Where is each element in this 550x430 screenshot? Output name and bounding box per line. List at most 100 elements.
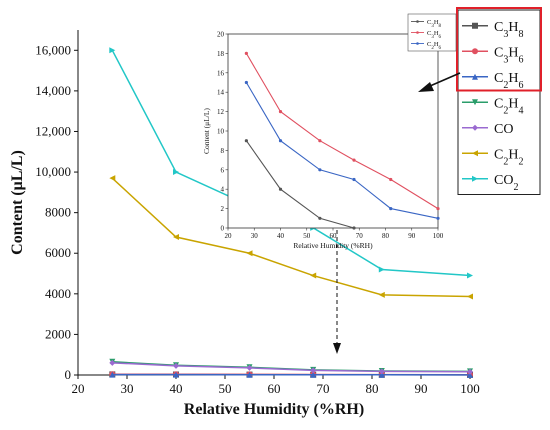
y-tick-label: 12,000 [35,123,71,138]
data-point-CO2 [378,266,385,273]
data-point-C2H6 [378,371,385,378]
data-point-CO [378,368,385,375]
legend-swatch-marker [472,48,478,55]
y-tick-label: 10,000 [35,164,71,179]
legend-swatch-marker [472,22,478,29]
data-point-CO [246,364,253,371]
inset-legend-label-C3H6: C3H6 [427,30,442,40]
y-axis-title: Content (μL/L) [9,150,26,255]
y-tick-label: 14,000 [35,83,71,98]
inset-data-point-C2H6 [278,139,283,143]
inset-x-tick-label: 90 [408,232,416,240]
data-point-C2H6 [173,371,179,378]
inset-x-tick-label: 30 [251,232,259,240]
y-tick-label: 2000 [45,326,71,341]
inset-y-tick-label: 12 [217,108,225,116]
inset-x-tick-label: 40 [277,232,285,240]
inset-data-point-C2H6 [436,216,440,220]
legend-arrow-shaft [429,72,461,87]
x-tick-label: 40 [170,381,183,396]
inset-legend-swatch-marker [416,42,419,45]
inset-y-tick-label: 20 [217,31,225,39]
legend-label-CO: CO [494,122,513,137]
legend-label-C2H6: C2H6 [494,71,523,91]
data-point-C2H2 [310,272,317,279]
inset-x-tick-label: 100 [433,232,444,240]
inset-data-point-C3H8 [278,187,283,191]
data-point-C2H6 [109,371,116,378]
inset-y-tick-label: 0 [221,225,225,233]
x-tick-label: 60 [268,381,281,396]
legend-label-C3H8: C3H8 [494,20,523,40]
data-point-CO [109,359,116,366]
data-point-CO [173,362,179,369]
inset-y-tick-label: 16 [217,69,225,77]
inset-legend-box [407,13,457,52]
inset-series-line-C3H6 [245,53,439,210]
inset-series-line-C2H6 [245,82,439,219]
legend-label-C2H4: C2H4 [494,96,523,116]
legend-highlight-box [456,7,542,92]
inset-x-tick-label: 70 [356,232,364,240]
inset-legend-label-C3H8: C3H8 [427,19,442,29]
inset-data-point-C3H6 [436,207,440,211]
data-point-C2H2 [378,291,385,298]
y-tick-label: 6000 [45,245,71,260]
x-tick-label: 90 [415,381,428,396]
inset-y-tick-label: 4 [221,186,225,194]
series-line-C2H2 [111,177,471,298]
inset-legend-swatch-marker [416,20,419,23]
x-tick-label: 80 [366,381,379,396]
inset-series-line-C3H8 [245,140,355,229]
inset-x-tick-label: 20 [225,232,233,240]
y-tick-label: 0 [65,367,72,382]
data-point-C2H2 [246,250,253,257]
inset-data-point-C3H6 [389,177,393,182]
inset-chart: 20 30 40 50 60 70 80 90 100 0 2 4 6 8 10 12 14 16 18 20 Rela… [202,31,444,251]
data-point-C2H2 [109,175,116,182]
inset-data-point-C2H6 [318,168,322,172]
data-point-CO2 [173,169,179,176]
data-point-C2H2 [173,234,179,240]
inset-y-tick-label: 18 [217,50,225,58]
inset-data-point-C2H6 [244,80,248,85]
x-tick-label: 70 [317,381,330,396]
inset-data-point-C3H8 [318,216,322,220]
inset-y-tick-label: 10 [217,128,225,136]
inset-data-point-C2H6 [389,207,393,211]
data-point-C2H6 [467,371,473,378]
y-tick-label: 16,000 [35,42,71,57]
dashed-arrow-head [333,343,341,354]
inset-y-tick-label: 14 [217,89,225,97]
inset-data-point-C3H8 [244,139,248,143]
data-point-C2H2 [467,293,473,300]
inset-y-axis-title: Content (μL/L) [202,108,211,154]
inset-data-point-C3H6 [352,158,356,162]
x-axis-title: Relative Humidity (%RH) [184,401,364,418]
data-point-CO [310,367,317,374]
inset-plot-frame [227,33,439,229]
y-tick-label: 4000 [45,286,71,301]
inset-x-axis-title: Relative Humidity (%RH) [293,241,373,250]
legend-arrow-head [418,82,434,92]
inset-legend-swatch-marker [416,31,419,34]
x-tick-label: 30 [121,381,134,396]
legend-swatch-marker [472,99,478,106]
legend-swatch-marker [472,124,478,131]
inset-y-tick-label: 6 [221,166,225,174]
data-point-CO [467,368,473,375]
x-tick-label: 100 [460,381,480,396]
inset-y-tick-label: 8 [221,147,225,155]
x-tick-label: 20 [72,381,85,396]
y-tick-label: 8000 [45,205,71,220]
inset-data-point-C3H6 [244,51,248,56]
x-tick-label: 50 [219,381,232,396]
data-point-CO2 [109,47,116,54]
annotations [333,72,461,354]
inset-y-tick-label: 2 [221,205,225,213]
data-point-C2H6 [310,371,317,378]
legend-swatch-marker [472,150,478,157]
inset-data-point-C3H6 [278,110,283,114]
